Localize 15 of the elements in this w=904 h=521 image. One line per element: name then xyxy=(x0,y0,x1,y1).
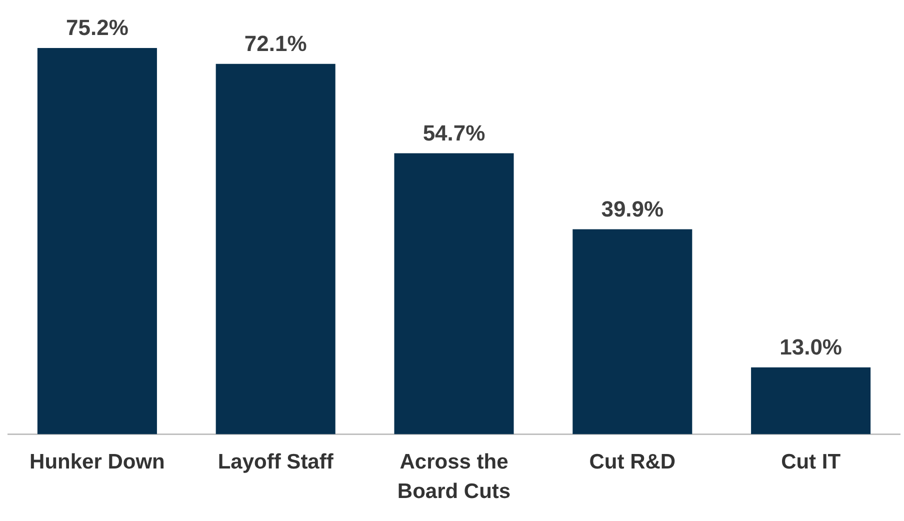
bar xyxy=(394,153,514,434)
data-label: 75.2% xyxy=(66,15,128,40)
x-tick-label: Across the Board Cuts xyxy=(397,450,511,504)
bar xyxy=(572,229,692,434)
data-label: 39.9% xyxy=(601,196,664,222)
bar xyxy=(751,367,871,434)
data-label: 72.1% xyxy=(244,30,307,56)
x-tick-label: Layoff Staff xyxy=(218,450,334,474)
bar xyxy=(37,48,157,434)
x-tick-label: Cut IT xyxy=(781,450,841,474)
data-label: 13.0% xyxy=(780,334,842,360)
data-label: 54.7% xyxy=(422,120,486,146)
x-tick-label: Hunker Down xyxy=(30,450,165,474)
bar xyxy=(216,64,336,434)
x-tick-label: Cut R&D xyxy=(589,450,676,474)
